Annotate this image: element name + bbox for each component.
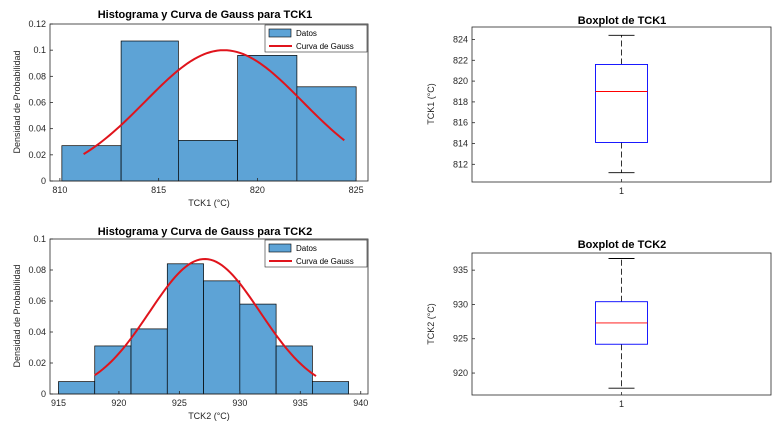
histogram-bar-1 bbox=[58, 381, 96, 395]
y-tick-label: 822 bbox=[453, 55, 468, 65]
legend-label-curva: Curva de Gauss bbox=[296, 42, 354, 51]
histogram-bar-5 bbox=[203, 280, 241, 395]
x-tick-label: 920 bbox=[111, 398, 126, 408]
y-tick-label: 0.06 bbox=[28, 98, 46, 108]
y-axis-label: Densidad de Probabilidad bbox=[12, 50, 22, 153]
histogram-bar-4 bbox=[237, 55, 298, 182]
y-tick-label: 0.06 bbox=[28, 296, 46, 306]
legend: Datos Curva de Gauss bbox=[264, 239, 368, 268]
y-tick-label: 0.08 bbox=[28, 265, 46, 275]
y-tick-label: 0.12 bbox=[28, 19, 46, 29]
chart-title: Histograma y Curva de Gauss para TCK1 bbox=[98, 9, 313, 21]
histogram-bar-8 bbox=[312, 381, 350, 395]
y-tick-label: 0.08 bbox=[28, 71, 46, 81]
legend-label-datos: Datos bbox=[296, 244, 317, 253]
gauss-curve bbox=[83, 49, 345, 155]
x-tick-label: 1 bbox=[619, 186, 624, 196]
x-tick-label: 820 bbox=[250, 185, 265, 195]
x-tick-label: 915 bbox=[51, 398, 66, 408]
legend-swatch-datos bbox=[268, 243, 292, 253]
y-tick-label: 0.02 bbox=[28, 150, 46, 160]
y-axis-label: TCK2 (°C) bbox=[426, 303, 436, 345]
histogram-bar-2 bbox=[94, 345, 132, 395]
histogram-bar-1 bbox=[61, 145, 122, 182]
y-tick-label: 0 bbox=[41, 389, 46, 399]
y-tick-label: 920 bbox=[453, 368, 468, 378]
y-tick-label: 818 bbox=[453, 97, 468, 107]
boxplot-tck1: Boxplot de TCK1 1 812 814 816 818 820 822 824 T… bbox=[426, 15, 772, 196]
y-tick-label: 820 bbox=[453, 76, 468, 86]
x-tick-label: 925 bbox=[172, 398, 187, 408]
histogram-bar-2 bbox=[120, 40, 179, 182]
legend-label-curva: Curva de Gauss bbox=[296, 257, 354, 266]
y-axis-label: TCK1 (°C) bbox=[426, 83, 436, 125]
histogram-bar-5 bbox=[296, 86, 357, 182]
y-tick-label: 935 bbox=[453, 265, 468, 275]
y-tick-label: 0.04 bbox=[28, 327, 46, 337]
chart-title: Boxplot de TCK1 bbox=[578, 15, 667, 27]
iqr-box bbox=[595, 63, 648, 143]
histogram-tck2: Histograma y Curva de Gauss para TCK2 91… bbox=[12, 226, 369, 421]
x-tick-label: 1 bbox=[619, 399, 624, 409]
y-tick-label: 816 bbox=[453, 118, 468, 128]
legend: Datos Curva de Gauss bbox=[264, 24, 368, 53]
x-tick-label: 825 bbox=[349, 185, 364, 195]
histogram-bar-4 bbox=[166, 263, 204, 395]
y-tick-label: 0 bbox=[41, 176, 46, 186]
legend-swatch-datos bbox=[268, 28, 292, 38]
histogram-bar-6 bbox=[239, 303, 277, 395]
legend-label-datos: Datos bbox=[296, 29, 317, 38]
plot-frame bbox=[49, 238, 369, 395]
y-tick-label: 824 bbox=[453, 34, 468, 44]
y-tick-label: 0.04 bbox=[28, 124, 46, 134]
y-tick-label: 925 bbox=[453, 334, 468, 344]
y-axis-label: Densidad de Probabilidad bbox=[12, 264, 22, 367]
y-tick-label: 812 bbox=[453, 159, 468, 169]
x-axis-label: TCK2 (°C) bbox=[188, 411, 230, 421]
x-tick-label: 935 bbox=[293, 398, 308, 408]
x-tick-label: 815 bbox=[151, 185, 166, 195]
x-axis-label: TCK1 (°C) bbox=[188, 198, 230, 208]
histogram-bar-3 bbox=[178, 140, 238, 182]
boxplot-tck2: Boxplot de TCK2 1 920 925 930 935 TCK2 (°C) bbox=[426, 239, 772, 409]
gauss-curve bbox=[94, 257, 317, 377]
y-tick-label: 0.1 bbox=[33, 234, 46, 244]
y-tick-label: 0.02 bbox=[28, 358, 46, 368]
y-tick-label: 0.1 bbox=[33, 45, 46, 55]
x-tick-label: 930 bbox=[232, 398, 247, 408]
chart-title: Boxplot de TCK2 bbox=[578, 239, 667, 251]
histogram-bar-3 bbox=[130, 328, 168, 395]
y-tick-label: 814 bbox=[453, 139, 468, 149]
x-tick-label: 940 bbox=[353, 398, 368, 408]
y-tick-label: 930 bbox=[453, 299, 468, 309]
chart-title: Histograma y Curva de Gauss para TCK2 bbox=[98, 226, 313, 238]
x-tick-label: 810 bbox=[52, 185, 67, 195]
histogram-tck1: Histograma y Curva de Gauss para TCK1 81… bbox=[12, 9, 369, 208]
